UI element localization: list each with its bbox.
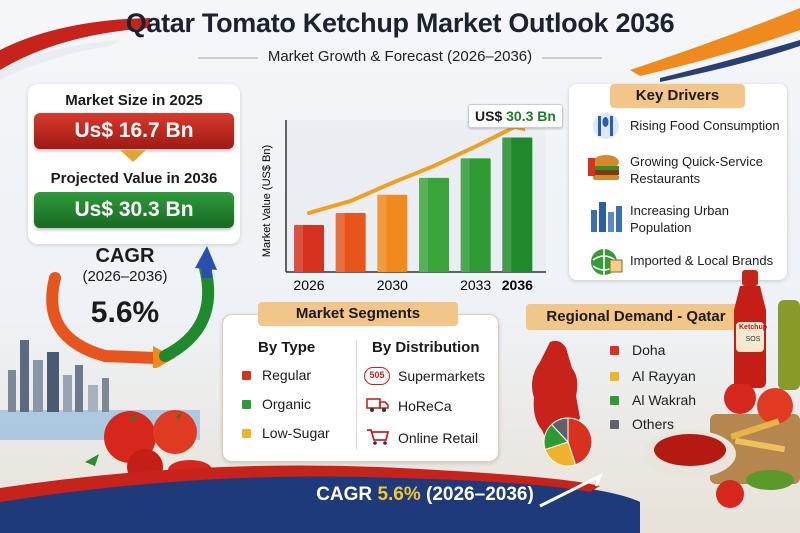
subtitle-wrap: Market Growth & Forecast (2026–2036) xyxy=(0,48,800,66)
city-icon xyxy=(591,202,622,232)
bar-5 xyxy=(502,137,533,272)
by-type-heading: By Type xyxy=(258,339,316,356)
cagr-label: CAGR xyxy=(95,245,155,267)
dist-item-horeca: HoReCa xyxy=(398,398,452,414)
doha-swatch xyxy=(610,346,619,355)
market-segments-card xyxy=(222,314,499,462)
banner-period: (2026–2036) xyxy=(426,484,534,505)
delivery-truck-icon xyxy=(366,398,389,412)
x-tick-label-2: 2033 xyxy=(460,277,491,293)
store-badge-icon: 505 xyxy=(364,367,390,385)
region-item-al-wakrah: Al Wakrah xyxy=(632,392,697,408)
callout-prefix: US$ xyxy=(475,108,503,124)
projected-value-value: Us$ 30.3 Bn xyxy=(34,192,234,228)
driver-item-3: Imported & Local Brands xyxy=(630,253,774,268)
key-drivers-title: Key Drivers xyxy=(610,84,745,108)
down-arrow-icon xyxy=(120,150,146,162)
bottle-brand-label: Ketchup xyxy=(739,324,767,331)
x-tick-label-0: 2026 xyxy=(293,277,324,293)
market-size-label: Market Size in 2025 xyxy=(65,92,203,109)
callout-value: 30.3 Bn xyxy=(506,108,556,124)
pie-slice-0 xyxy=(567,417,593,466)
page-subtitle: Market Growth & Forecast (2026–2036) xyxy=(197,48,603,65)
bar-2 xyxy=(377,194,408,272)
region-item-al-rayyan: Al Rayyan xyxy=(632,368,696,384)
bar-1 xyxy=(335,212,366,272)
driver-item-2: Increasing Urban Population xyxy=(630,203,729,235)
dist-item-online-retail: Online Retail xyxy=(398,430,479,446)
regional-share-pie xyxy=(543,417,593,467)
growth-trend-arrow xyxy=(307,123,520,215)
projected-value-label: Projected Value in 2036 xyxy=(50,170,218,187)
market-size-value: Us$ 16.7 Bn xyxy=(34,113,234,149)
type-item-organic: Organic xyxy=(262,396,312,412)
utensils-icon xyxy=(593,113,619,139)
x-tick-label-1: 2030 xyxy=(377,277,408,293)
market-segments-title: Market Segments xyxy=(258,302,458,326)
cagr-value: 5.6% xyxy=(90,296,160,329)
red-swoosh-decoration xyxy=(0,18,150,80)
pie-slice-1 xyxy=(544,441,577,467)
shopping-cart-icon xyxy=(367,429,390,445)
y-axis-label: Market Value (US$ Bn) xyxy=(261,145,273,257)
al-rayyan-swatch xyxy=(610,372,619,381)
bar-highlight-5 xyxy=(502,137,512,272)
food-platter-illustration xyxy=(644,384,800,508)
others-swatch xyxy=(610,420,619,429)
burger-icon xyxy=(588,155,619,180)
by-distribution-heading: By Distribution xyxy=(372,339,480,356)
bar-highlight-1 xyxy=(335,212,345,272)
bar-highlight-3 xyxy=(419,177,428,272)
banner-value: 5.6% xyxy=(377,484,421,505)
bar-highlight-4 xyxy=(460,158,470,272)
region-item-others: Others xyxy=(632,416,675,432)
globe-icon xyxy=(591,249,623,275)
dist-item-supermarkets: Supermarkets xyxy=(398,368,486,384)
type-item-low-sugar: Low-Sugar xyxy=(262,425,330,441)
al-wakrah-swatch xyxy=(610,396,619,405)
driver-item-1: Growing Quick-Service Restaurants xyxy=(630,154,763,186)
bottom-cagr-banner-text: CAGR 5.6% (2026–2036) xyxy=(280,484,570,506)
cagr-ring-arrows-icon xyxy=(46,246,217,368)
market-value-bar-chart: Market Value (US$ Bn) 2026 2030 2033 2036 xyxy=(261,113,546,293)
bar-0 xyxy=(294,224,324,272)
banner-prefix: CAGR xyxy=(316,484,373,505)
x-tick-label-3: 2036 xyxy=(502,277,533,293)
organic-swatch xyxy=(242,400,251,409)
bar-4 xyxy=(460,158,491,272)
page-title: Qatar Tomato Ketchup Market Outlook 2036 xyxy=(125,8,675,38)
bar-3 xyxy=(419,177,449,272)
projected-value-callout: US$ 30.3 Bn xyxy=(468,104,563,128)
segments-divider xyxy=(356,340,357,450)
cagr-period: (2026–2036) xyxy=(82,268,168,285)
regular-swatch xyxy=(242,371,251,380)
bottle-sub-label: SOS xyxy=(745,336,761,343)
low-sugar-swatch xyxy=(242,429,251,438)
region-item-doha: Doha xyxy=(632,342,666,358)
bar-highlight-0 xyxy=(294,224,303,272)
type-item-regular: Regular xyxy=(262,367,312,383)
regional-demand-title: Regional Demand - Qatar xyxy=(526,304,746,330)
orange-swoosh-decoration xyxy=(630,8,800,82)
bottom-banner xyxy=(0,465,640,533)
driver-item-0: Rising Food Consumption xyxy=(630,118,780,133)
ketchup-bottle-illustration xyxy=(734,270,800,390)
bar-highlight-2 xyxy=(377,194,387,272)
pie-slice-3 xyxy=(550,417,569,444)
